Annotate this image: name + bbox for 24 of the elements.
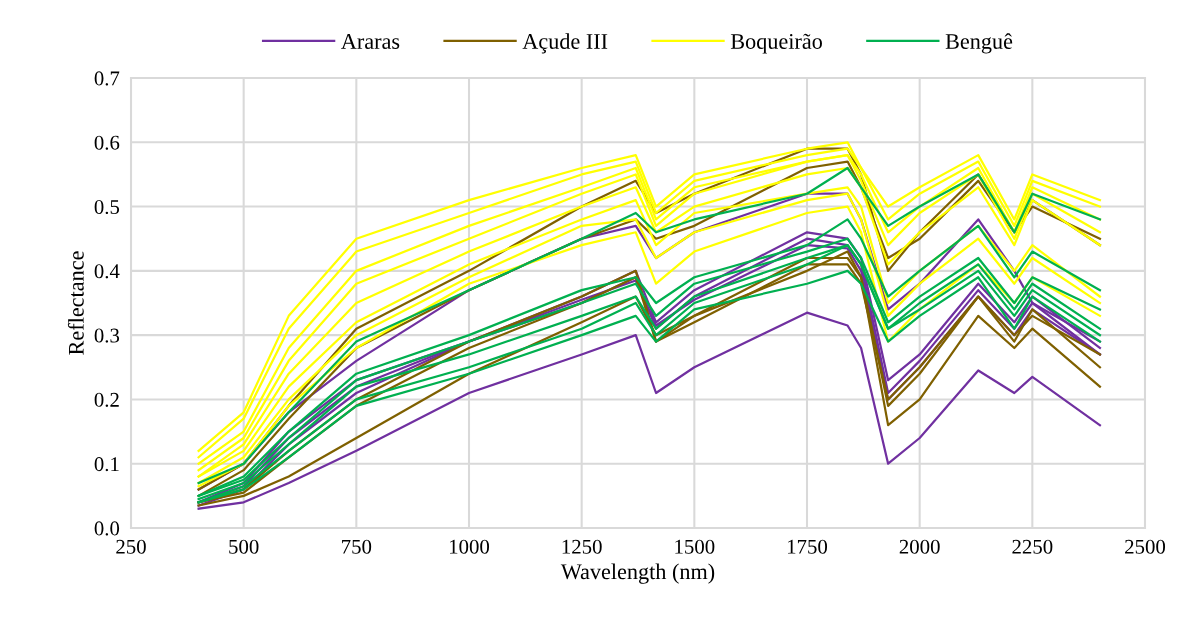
y-tick-label: 0.7 [94,71,120,86]
x-tick-label: 2250 [1012,539,1053,554]
y-tick-label: 0.5 [94,199,120,215]
x-tick-label: 1000 [450,539,490,554]
y-tick-label: 0.1 [94,457,119,472]
legend-label: Boqueirão [730,33,822,54]
x-axis-title: Wavelength (nm) [560,563,715,584]
x-tick-label: 1750 [788,539,828,554]
y-tick-label: 0.0 [94,521,120,536]
legend-label: Araras [341,34,400,49]
x-tick-label: 1500 [675,539,715,554]
y-axis-title: Reflectance [67,251,84,355]
y-tick-label: 0.3 [94,328,120,343]
y-tick-label: 0.4 [94,264,120,279]
legend-label: Benguê [945,33,1013,54]
y-tick-label: 0.2 [94,392,119,407]
x-tick-label: 250 [116,539,146,554]
x-tick-label: 750 [342,539,372,554]
x-tick-label: 2000 [899,539,940,554]
legend-label: Açude III [522,33,608,54]
x-tick-label: 500 [229,539,259,554]
y-tick-label: 0.6 [94,135,120,150]
x-tick-label: 1250 [562,539,602,554]
x-tick-label: 2500 [1125,539,1166,554]
